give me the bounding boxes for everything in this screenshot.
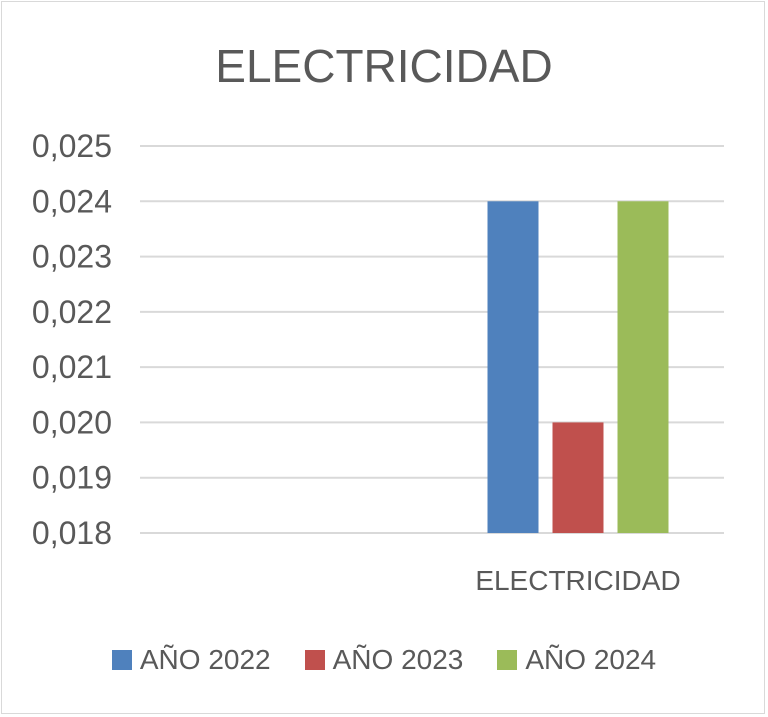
- y-axis-ticks: 0,025 0,024 0,023 0,022 0,021 0,020 0,019 0,018: [32, 128, 112, 551]
- legend-item-2024: AÑO 2024: [497, 644, 656, 676]
- y-tick-label: 0,024: [32, 183, 112, 219]
- y-tick-label: 0,018: [32, 515, 112, 551]
- legend-label-2024: AÑO 2024: [525, 644, 657, 675]
- y-tick-label: 0,025: [32, 128, 112, 164]
- legend: AÑO 2022 AÑO 2023 AÑO 2024: [0, 640, 768, 680]
- legend-item-2023: AÑO 2023: [304, 644, 464, 676]
- bar-a-o-2023: [552, 422, 604, 533]
- legend-swatch-2023: [304, 650, 325, 670]
- grid-lines: [140, 145, 724, 534]
- x-axis-ticks: ELECTRICIDAD: [475, 565, 680, 596]
- bar-a-o-2024: [617, 201, 669, 534]
- x-tick-label: ELECTRICIDAD: [475, 565, 680, 596]
- legend-swatch-2022: [111, 650, 132, 670]
- legend-label-2022: AÑO 2022: [139, 644, 271, 675]
- chart-plot: ELECTRICIDAD 0,0250,0240,0230,0220,0210,…: [32, 40, 724, 596]
- y-tick-label: 0,021: [32, 349, 112, 385]
- y-tick-label: 0,023: [32, 239, 112, 275]
- y-tick-label: 0,022: [32, 294, 112, 330]
- y-tick-label: 0,020: [32, 404, 112, 440]
- legend-swatch-2024: [497, 650, 518, 670]
- legend-label-2023: AÑO 2023: [332, 644, 464, 675]
- bars: [487, 201, 669, 534]
- bar-a-o-2022: [487, 201, 539, 534]
- legend-item-2022: AÑO 2022: [111, 644, 271, 676]
- y-tick-label: 0,019: [32, 460, 112, 496]
- chart-title: ELECTRICIDAD: [215, 40, 552, 92]
